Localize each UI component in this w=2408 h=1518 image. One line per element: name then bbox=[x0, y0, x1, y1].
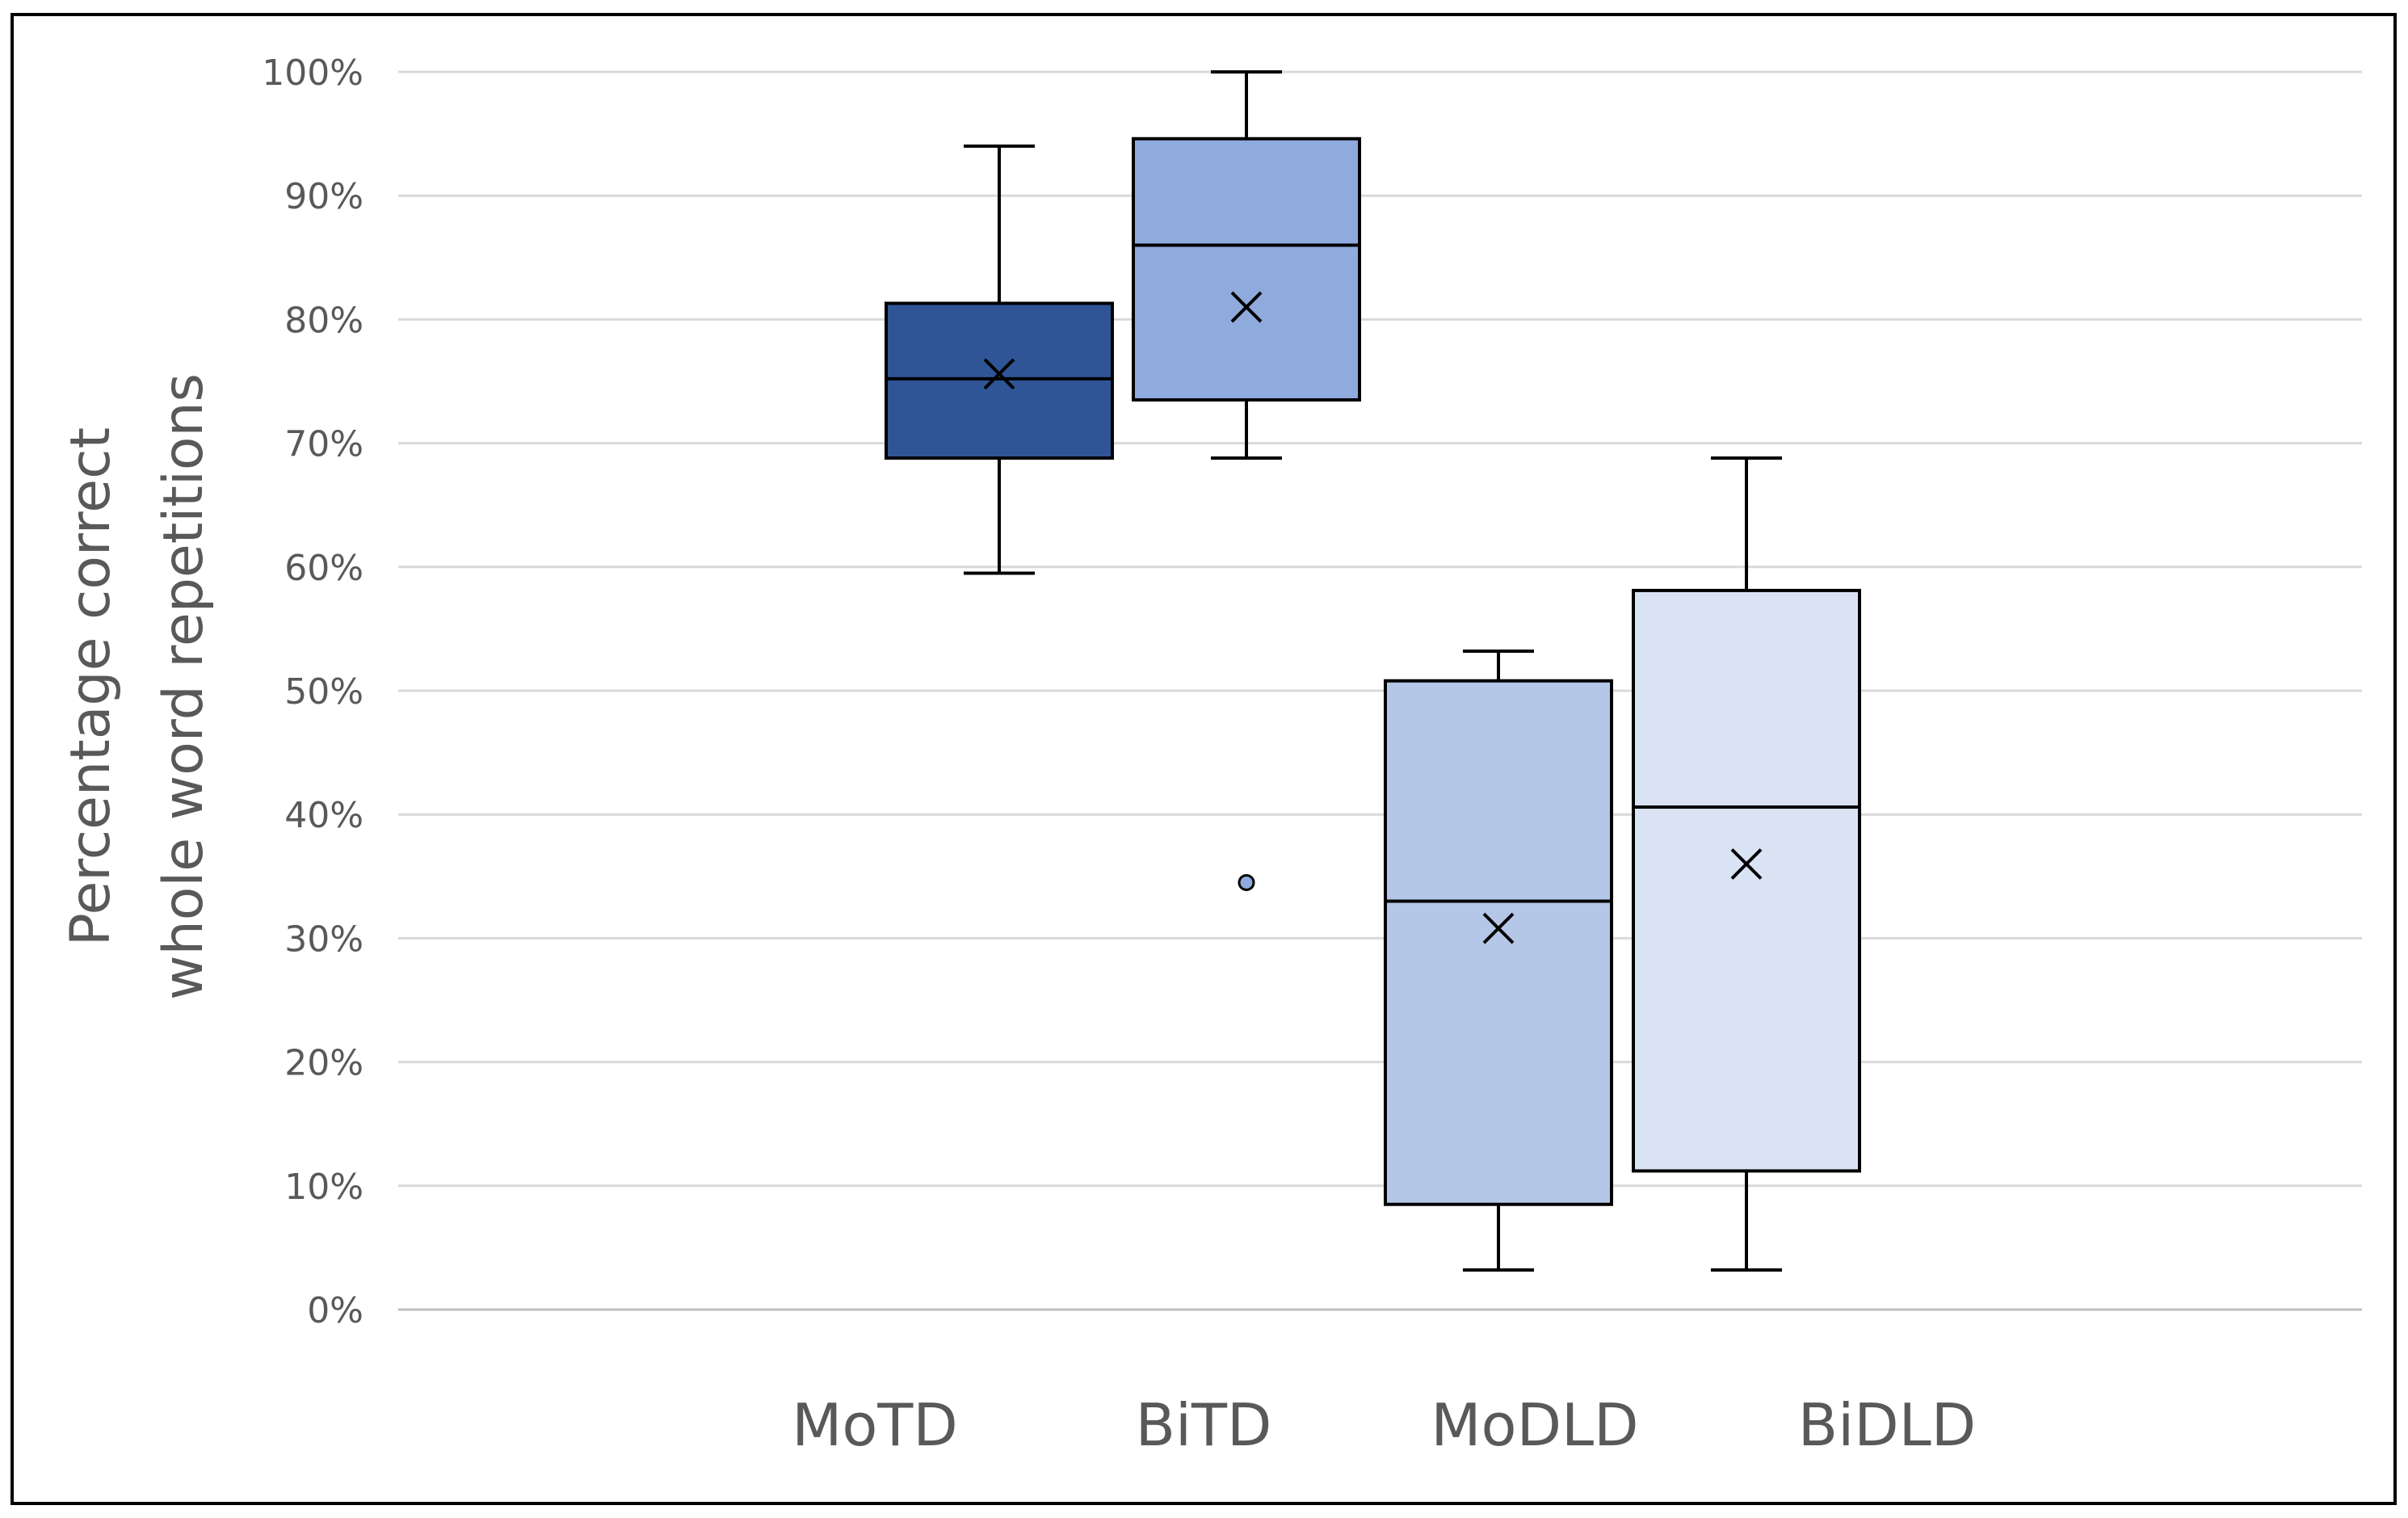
box-plots bbox=[885, 70, 1861, 1272]
box-MoDLD bbox=[1384, 649, 1613, 1272]
box-BiDLD bbox=[1632, 456, 1861, 1272]
y-tick-label: 50% bbox=[284, 671, 364, 713]
y-tick-label: 60% bbox=[284, 548, 364, 589]
iqr-box bbox=[1132, 137, 1361, 402]
y-axis-label-line-2: whole word repetitions bbox=[152, 373, 216, 1000]
mean-marker-stroke-b bbox=[983, 358, 1015, 390]
y-tick-labels: 0% 10% 20% 30% 40% 50% 60% 70% 80% 90% 100% bbox=[262, 53, 364, 1331]
x-tick-label: BiTD bbox=[1136, 1391, 1272, 1459]
x-tick-label: MoTD bbox=[792, 1391, 958, 1459]
y-axis-label-line-1: Percentage correct bbox=[59, 427, 123, 946]
x-tick-labels: MoTD BiTD MoDLD BiDLD bbox=[792, 1391, 1976, 1459]
y-tick-label: 40% bbox=[284, 795, 364, 836]
y-tick-label: 30% bbox=[284, 919, 364, 960]
box-BiTD bbox=[1132, 70, 1361, 891]
x-tick-label: MoDLD bbox=[1431, 1391, 1638, 1459]
grid-lines bbox=[398, 70, 2362, 1311]
x-tick-label: BiDLD bbox=[1798, 1391, 1976, 1459]
iqr-box bbox=[1632, 588, 1861, 1173]
y-tick-label: 0% bbox=[307, 1290, 364, 1331]
y-tick-label: 90% bbox=[284, 176, 364, 217]
y-tick-label: 20% bbox=[284, 1043, 364, 1084]
outlier-point bbox=[1238, 873, 1255, 891]
iqr-box bbox=[1384, 679, 1613, 1206]
mean-marker-stroke-b bbox=[1230, 291, 1263, 323]
mean-marker-stroke-b bbox=[1730, 848, 1763, 880]
mean-marker-stroke-b bbox=[1482, 912, 1515, 944]
y-tick-label: 100% bbox=[262, 53, 364, 94]
y-tick-label: 10% bbox=[284, 1167, 364, 1208]
iqr-box bbox=[885, 301, 1114, 460]
y-tick-label: 80% bbox=[284, 300, 364, 341]
box-MoTD bbox=[885, 144, 1114, 575]
y-tick-label: 70% bbox=[284, 424, 364, 465]
